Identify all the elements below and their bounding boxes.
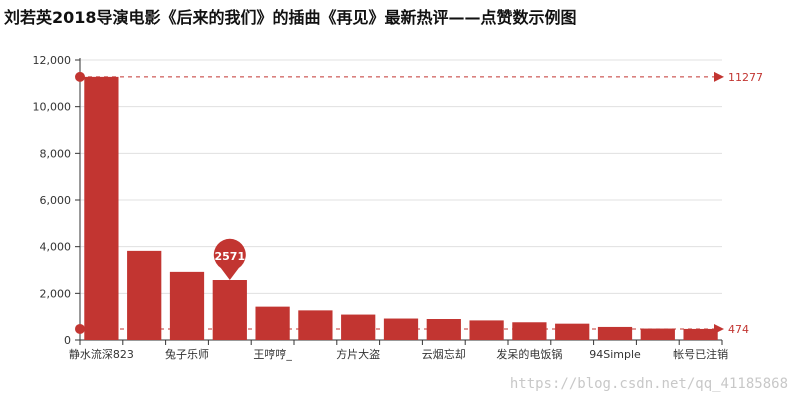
bar	[127, 250, 162, 340]
bar	[212, 280, 247, 340]
bar	[469, 320, 504, 340]
bar	[512, 322, 547, 340]
x-tick-label: 帐号已注销	[673, 347, 728, 361]
x-tick-label: 静水流深823	[69, 347, 134, 361]
mark-line-label: 474	[728, 323, 749, 336]
bar	[255, 306, 290, 340]
watermark: https://blog.csdn.net/qq_41185868	[509, 376, 788, 392]
mark-line-label: 11277	[728, 71, 763, 84]
y-tick-label: 12,000	[33, 54, 72, 67]
mark-point-label: 2571	[214, 250, 245, 263]
bar	[84, 76, 119, 341]
x-tick-label: 王哼哼_	[253, 347, 292, 361]
x-tick-label: 94Simple	[589, 348, 641, 361]
bar	[555, 323, 590, 340]
mark-line-arrow	[714, 71, 724, 82]
x-tick-label: 兔子乐师	[165, 347, 209, 361]
mark-point-pin	[213, 238, 246, 281]
bar	[640, 328, 675, 340]
bar	[683, 328, 718, 340]
x-tick-label: 发呆的电饭锅	[496, 347, 562, 361]
y-tick-label: 6,000	[40, 194, 72, 207]
bar	[597, 326, 633, 340]
y-tick-label: 4,000	[40, 241, 72, 254]
bar	[169, 271, 205, 340]
y-tick-label: 2,000	[40, 287, 72, 300]
x-tick-label: 方片大盗	[336, 347, 380, 361]
bar	[341, 314, 376, 340]
x-tick-label: 云烟忘却	[422, 347, 466, 361]
y-tick-label: 10,000	[33, 101, 72, 114]
bar	[298, 310, 333, 340]
y-tick-label: 0	[64, 334, 71, 347]
y-tick-label: 8,000	[40, 147, 72, 160]
chart-title: 刘若英2018导演电影《后来的我们》的插曲《再见》最新热评——点赞数示例图	[4, 8, 577, 27]
mark-line-arrow	[714, 323, 724, 334]
bar	[426, 319, 461, 340]
